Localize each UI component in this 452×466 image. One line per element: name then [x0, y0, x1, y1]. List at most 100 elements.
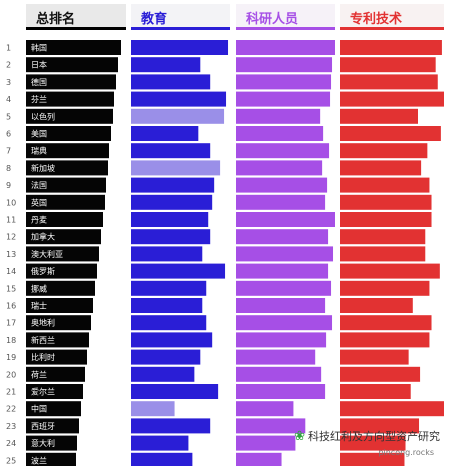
- bar-researchers: [236, 91, 331, 107]
- bar-researchers: [236, 452, 282, 466]
- bar-researchers: [236, 108, 321, 124]
- bar-patents: [340, 384, 411, 399]
- bar-researchers: [236, 194, 326, 210]
- bar-researchers: [236, 212, 335, 227]
- header-education-underline: [131, 27, 230, 30]
- rank-number: 17: [6, 319, 16, 328]
- country-label: 挪威: [31, 283, 47, 293]
- bar-education: [131, 126, 199, 141]
- country-label: 以色列: [31, 111, 55, 121]
- bar-education: [131, 194, 213, 210]
- bar-patents: [340, 177, 430, 193]
- bar-rank: [26, 229, 101, 245]
- country-label: 意大利: [31, 438, 55, 448]
- header-researchers-label: 科研人员: [246, 12, 299, 27]
- country-label: 瑞典: [31, 146, 47, 156]
- bar-education: [131, 401, 175, 417]
- country-label: 丹麦: [31, 215, 47, 225]
- country-label: 美国: [31, 129, 47, 139]
- bar-researchers: [236, 366, 322, 382]
- bar-rank: [26, 280, 95, 296]
- bar-researchers: [236, 435, 296, 451]
- bar-researchers: [236, 143, 330, 159]
- country-label: 俄罗斯: [31, 266, 55, 276]
- rank-number: 14: [6, 267, 16, 276]
- bar-education: [131, 91, 227, 107]
- header-patents: 专利技术: [340, 4, 444, 30]
- rank-number: 1: [6, 44, 11, 53]
- bar-education: [131, 40, 229, 55]
- header-researchers-underline: [236, 27, 335, 30]
- bar-rank: [26, 332, 89, 348]
- bar-patents: [340, 57, 436, 73]
- rank-number: 20: [6, 370, 16, 379]
- bar-rank: [26, 74, 116, 90]
- bar-researchers: [236, 160, 323, 176]
- bar-education: [131, 280, 207, 296]
- country-label: 中国: [31, 404, 47, 414]
- header-rank-underline: [26, 27, 126, 30]
- bar-rank: [26, 160, 108, 176]
- rank-number: 4: [6, 95, 11, 104]
- rank-number: 22: [6, 405, 16, 414]
- country-label: 波兰: [31, 455, 47, 465]
- country-label: 德国: [31, 77, 47, 87]
- bar-patents: [340, 194, 432, 210]
- bar-rank: [26, 246, 99, 262]
- bar-education: [131, 108, 225, 124]
- rank-number: 5: [6, 112, 11, 121]
- bar-patents: [340, 315, 432, 331]
- bar-education: [131, 229, 211, 245]
- bar-researchers: [236, 349, 316, 365]
- country-label: 比利时: [31, 352, 55, 362]
- bar-rank: [26, 366, 85, 382]
- bar-education: [131, 298, 203, 313]
- country-label: 日本: [31, 60, 47, 70]
- bar-patents: [340, 246, 426, 262]
- bar-researchers: [236, 401, 294, 417]
- bar-education: [131, 349, 201, 365]
- bar-researchers: [236, 418, 306, 434]
- column-header-bar: 总排名 教育 科研人员 专利技术: [0, 0, 452, 34]
- country-label: 荷兰: [31, 369, 47, 379]
- bar-education: [131, 332, 213, 348]
- rank-number: 12: [6, 233, 16, 242]
- bar-education: [131, 452, 193, 466]
- rank-number: 18: [6, 336, 16, 345]
- header-education-label: 教育: [141, 12, 168, 27]
- bar-patents: [340, 108, 418, 124]
- bar-rank: [26, 194, 105, 210]
- bar-rank: [26, 177, 106, 193]
- bar-rank: [26, 384, 83, 399]
- bar-researchers: [236, 280, 332, 296]
- bar-rank: [26, 263, 97, 279]
- header-rank: 总排名: [26, 4, 126, 30]
- bar-rank: [26, 298, 93, 313]
- bar-researchers: [236, 177, 328, 193]
- bar-patents: [340, 435, 406, 451]
- bar-rank: [26, 401, 81, 417]
- bar-patents: [340, 418, 420, 434]
- rank-number: 24: [6, 439, 16, 448]
- bar-researchers: [236, 315, 333, 331]
- bar-education: [131, 384, 219, 399]
- country-label: 西班牙: [31, 421, 55, 431]
- bar-education: [131, 366, 195, 382]
- rank-number: 6: [6, 130, 11, 139]
- bar-patents: [340, 349, 409, 365]
- bar-patents: [340, 143, 428, 159]
- bar-rank: [26, 108, 113, 124]
- header-patents-underline: [340, 27, 444, 30]
- rank-number: 23: [6, 422, 16, 431]
- bar-patents: [340, 298, 413, 313]
- bar-education: [131, 212, 209, 227]
- bar-education: [131, 246, 203, 262]
- header-researchers: 科研人员: [236, 4, 335, 30]
- bar-researchers: [236, 74, 332, 90]
- bar-patents: [340, 452, 405, 466]
- bar-patents: [340, 280, 430, 296]
- bar-education: [131, 263, 226, 279]
- bar-researchers: [236, 263, 329, 279]
- bar-researchers: [236, 384, 326, 399]
- source-watermark: pincong.rocks: [378, 448, 434, 457]
